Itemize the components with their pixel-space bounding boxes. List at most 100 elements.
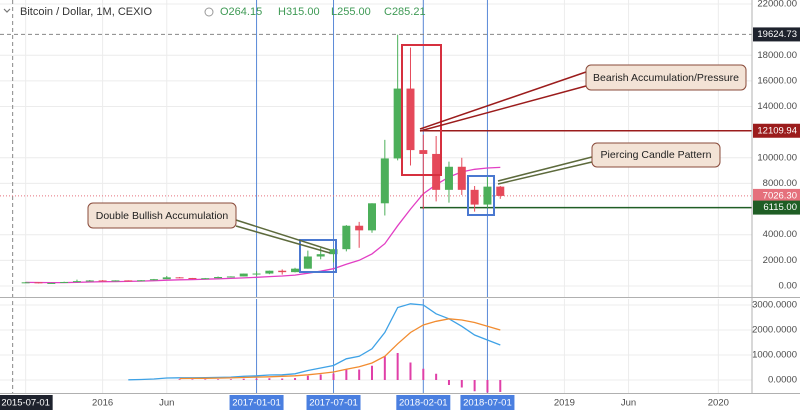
y-tick-label: 4000.00 [763, 229, 797, 240]
histogram-bar [242, 378, 245, 380]
candle-body [329, 249, 338, 255]
callout-line [235, 219, 331, 251]
candle-body [21, 282, 30, 284]
price-label-bg [753, 188, 800, 203]
candle-body [316, 254, 325, 257]
histogram-bar [447, 380, 450, 385]
candle-body [124, 280, 133, 282]
histogram-bar [473, 380, 476, 392]
ohlc-open: O264.15 [220, 6, 262, 18]
price-label: 19624.73 [757, 29, 797, 40]
annotation: Double Bullish Accumulation [96, 210, 229, 222]
price-label: 12109.94 [757, 125, 797, 136]
histogram-bar [255, 378, 258, 380]
x-tick-highlight [396, 395, 451, 410]
histogram-bar [306, 375, 309, 380]
histogram-bar [422, 368, 425, 380]
candle-body [265, 270, 274, 274]
y-tick-label: 3000.0000 [752, 300, 797, 311]
histogram-bar [499, 380, 502, 392]
x-tick-label: 2019 [554, 398, 575, 409]
highlight-box [401, 44, 442, 176]
x-tick-highlight [229, 395, 284, 410]
price-label: 7026.30 [763, 190, 797, 201]
candle-body [98, 280, 107, 282]
callout-line [235, 225, 331, 254]
x-tick-highlight [0, 395, 53, 410]
x-tick-label: 2018-02-01 [399, 398, 448, 409]
candle-body [303, 256, 312, 269]
highlight-box [467, 175, 495, 216]
candle-body [175, 277, 184, 279]
x-tick-highlight [306, 395, 361, 410]
y-tick-label: 0.00 [779, 280, 798, 291]
histogram-bar [409, 362, 412, 380]
histogram-bar [371, 365, 373, 380]
callout-line [497, 161, 593, 185]
histogram-bar [281, 378, 284, 380]
histogram-bar [345, 369, 348, 380]
y-tick-label: 8000.00 [763, 178, 797, 189]
histogram-bar [358, 369, 361, 380]
candle-body [406, 88, 415, 151]
candle-body [355, 225, 364, 231]
candle-body [342, 225, 351, 250]
candle-body [72, 281, 81, 283]
histogram-bar [435, 373, 438, 380]
candle-body [432, 153, 441, 190]
x-tick-highlight [460, 395, 515, 410]
collapse-icon[interactable] [3, 8, 11, 13]
histogram-bar [486, 380, 489, 393]
annotation: Piercing Candle Pattern [601, 149, 712, 161]
ohlc-low: L255.00 [331, 6, 371, 18]
candle-body [34, 282, 43, 284]
histogram-bar [191, 379, 194, 380]
candle-body [149, 279, 158, 281]
candle-body [85, 280, 94, 282]
candle-body [201, 278, 210, 280]
y-tick-label: 1000.0000 [752, 350, 797, 361]
x-tick-label: 2016 [92, 398, 113, 409]
x-tick-label: Jun [621, 398, 636, 409]
histogram-bar [332, 373, 335, 380]
candle-body [291, 268, 300, 273]
candle-body [393, 88, 402, 159]
candle-body [380, 158, 389, 204]
candle-body [457, 166, 466, 190]
candle-body [137, 280, 146, 282]
y-tick-label: 0.0000 [768, 375, 797, 386]
callout-box [585, 64, 747, 91]
candle-body [162, 277, 171, 280]
y-tick-label: 2000.00 [763, 255, 797, 266]
candle-body [496, 186, 505, 196]
candle-body [483, 186, 492, 205]
candle-body [470, 189, 479, 205]
y-tick-label: 18000.00 [757, 50, 797, 61]
callout-line [497, 156, 593, 182]
highlight-box [299, 239, 337, 273]
ohlc-high: H315.00 [278, 6, 320, 18]
y-tick-label: 16000.00 [757, 75, 797, 86]
histogram-bar [319, 374, 322, 380]
candle-body [226, 276, 235, 278]
price-label-bg [753, 200, 800, 215]
x-tick-label: 2020 [708, 398, 729, 409]
x-tick-label: 2018-07-01 [463, 398, 512, 409]
histogram-bar [460, 380, 463, 388]
histogram-bar [178, 379, 181, 380]
candle-body [188, 277, 197, 279]
x-tick-label: Jun [159, 398, 174, 409]
candle-body [419, 150, 428, 154]
candle-body [214, 277, 223, 279]
candle-body [278, 270, 287, 273]
histogram-bar [383, 356, 386, 380]
histogram-bar [229, 379, 232, 380]
annotations: Double Bullish Accumulation Bearish Accu… [3, 6, 747, 273]
price-label: 6115.00 [763, 202, 797, 213]
candle-body [368, 203, 376, 231]
settings-icon[interactable] [204, 7, 214, 17]
candle-body [111, 280, 120, 282]
histogram-bar [294, 378, 297, 380]
